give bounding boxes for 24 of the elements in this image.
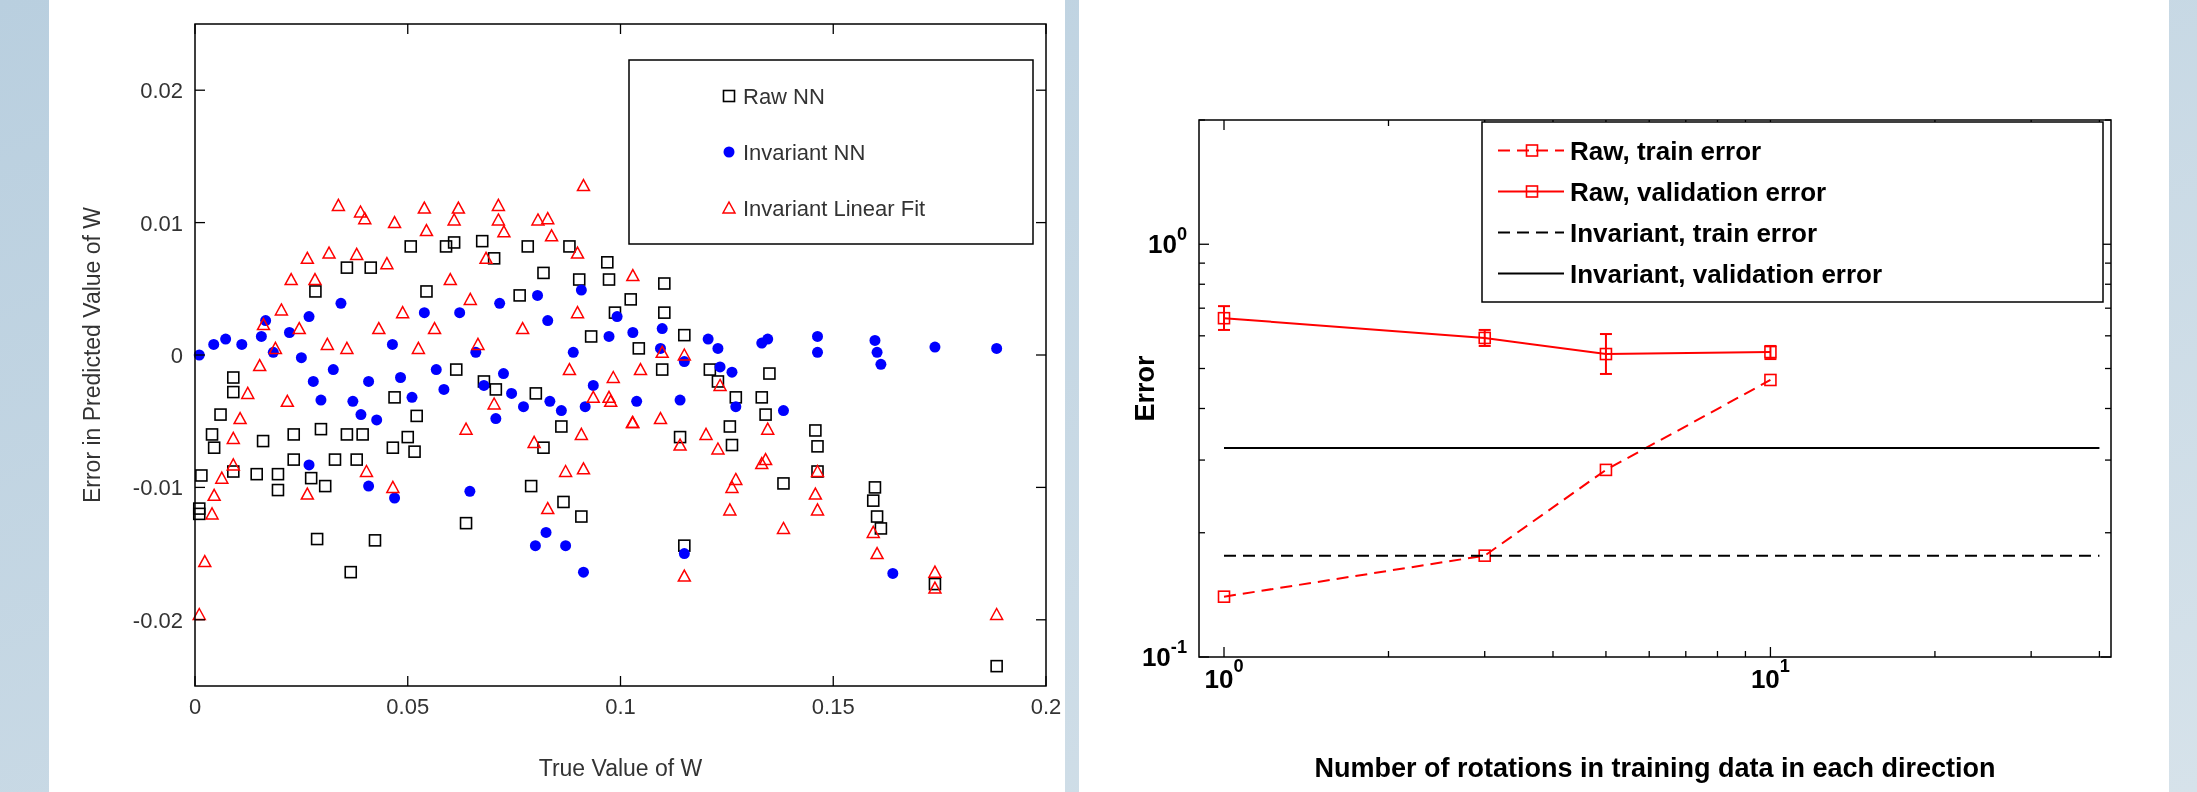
legend-label: Invariant, train error bbox=[1570, 217, 1818, 248]
y-axis-title: Error bbox=[1130, 355, 1160, 422]
y-tick-label: 0 bbox=[170, 342, 183, 368]
x-tick-label: 0.05 bbox=[386, 694, 430, 719]
y-tick-label: 0.01 bbox=[140, 210, 183, 236]
x-tick-label: 10$^{0}$ bbox=[1204, 655, 1244, 695]
y-tick-label: -0.02 bbox=[132, 607, 183, 633]
x-tick-label: 0 bbox=[188, 694, 202, 719]
x-tick-label: 0.15 bbox=[811, 694, 855, 719]
legend-label: Raw, validation error bbox=[1570, 176, 1827, 207]
y-tick-label: -0.01 bbox=[132, 474, 183, 500]
x-tick-label: 0.1 bbox=[605, 694, 636, 719]
x-axis-title: True Value of W bbox=[538, 755, 703, 781]
legend-label: Invariant Linear Fit bbox=[743, 195, 926, 221]
legend-label: Raw, train error bbox=[1570, 135, 1762, 166]
legend-label: Invariant, validation error bbox=[1570, 258, 1883, 289]
y-tick-label: 0.02 bbox=[140, 77, 183, 103]
legend-label: Invariant NN bbox=[743, 139, 866, 165]
y-axis-title: Error in Predicted Value of W bbox=[79, 206, 105, 504]
legend-label: Raw NN bbox=[743, 83, 825, 109]
x-tick-label: 10$^{1}$ bbox=[1750, 655, 1790, 695]
y-tick-label: 10$^{-1}$ bbox=[1141, 637, 1187, 672]
x-tick-label: 0.2 bbox=[1030, 694, 1062, 719]
x-axis-title: Number of rotations in training data in each direction bbox=[1314, 753, 1996, 783]
